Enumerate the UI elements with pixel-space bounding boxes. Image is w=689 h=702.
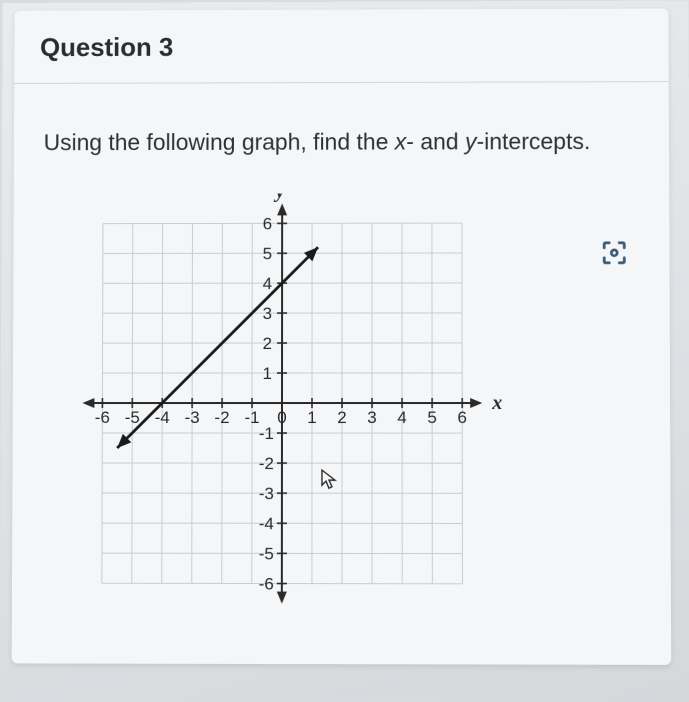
camera-scan-icon[interactable] — [599, 238, 629, 268]
svg-text:6: 6 — [263, 214, 272, 233]
svg-text:1: 1 — [307, 408, 316, 427]
svg-text:-5: -5 — [259, 544, 274, 563]
graph-container: -6-5-4-3-2-10123456123456-1-2-3-4-5-6yx — [72, 193, 594, 624]
question-title: Question 3 — [14, 9, 669, 84]
prompt-text: Using the following graph, find the — [44, 129, 395, 156]
svg-text:-4: -4 — [259, 514, 274, 533]
svg-text:3: 3 — [263, 304, 272, 323]
svg-text:-6: -6 — [259, 574, 274, 593]
svg-text:-2: -2 — [214, 408, 229, 427]
svg-text:0: 0 — [277, 408, 286, 427]
prompt-var-y: y — [465, 128, 477, 154]
prompt-var-x: x — [395, 129, 406, 155]
svg-text:6: 6 — [457, 408, 467, 427]
svg-text:4: 4 — [397, 408, 406, 427]
svg-text:x: x — [491, 392, 502, 414]
svg-text:-1: -1 — [244, 408, 259, 427]
svg-text:y: y — [274, 193, 285, 202]
svg-text:-4: -4 — [155, 408, 170, 427]
intercept-graph: -6-5-4-3-2-10123456123456-1-2-3-4-5-6yx — [72, 193, 553, 624]
svg-text:-6: -6 — [95, 408, 110, 427]
prompt-text-end: -intercepts. — [476, 128, 590, 154]
svg-text:5: 5 — [427, 408, 437, 427]
svg-text:-5: -5 — [125, 408, 140, 427]
svg-text:4: 4 — [263, 274, 272, 293]
svg-text:2: 2 — [337, 408, 346, 427]
prompt-text-mid: - and — [406, 128, 465, 154]
svg-text:-2: -2 — [259, 454, 274, 473]
mouse-cursor-icon — [320, 468, 338, 490]
svg-text:-1: -1 — [259, 424, 274, 443]
svg-text:1: 1 — [263, 364, 272, 383]
svg-text:2: 2 — [263, 334, 272, 353]
question-prompt: Using the following graph, find the x- a… — [14, 82, 669, 184]
svg-text:-3: -3 — [259, 484, 274, 503]
svg-text:3: 3 — [367, 408, 376, 427]
svg-text:5: 5 — [263, 244, 272, 263]
question-card: Question 3 Using the following graph, fi… — [12, 9, 672, 665]
svg-text:-3: -3 — [185, 408, 200, 427]
